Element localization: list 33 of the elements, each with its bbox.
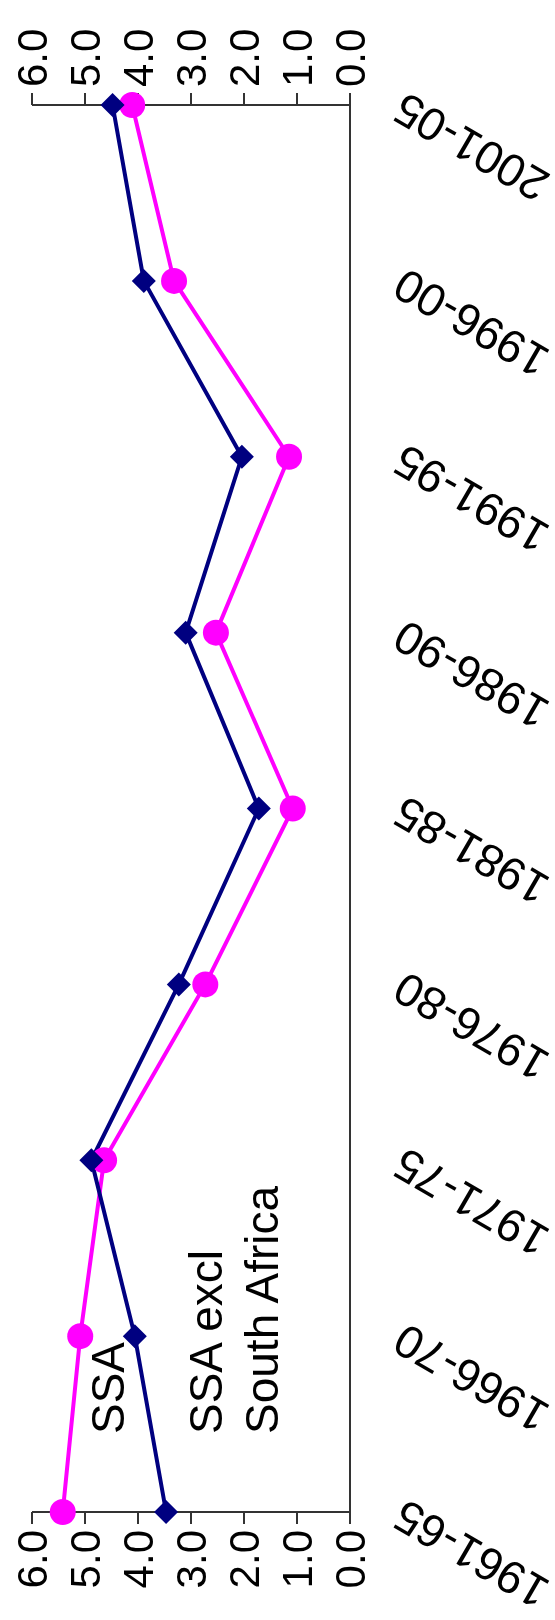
x2-tick-label: 6.0	[8, 28, 56, 87]
x-tick-label: 3.0	[167, 1530, 215, 1589]
point	[229, 444, 254, 469]
x2-tick-label: 5.0	[61, 28, 109, 87]
text: SSA	[81, 1340, 135, 1434]
text: SSA excl South Africa	[179, 1184, 289, 1434]
point	[161, 267, 188, 294]
point	[192, 971, 219, 998]
x-tick-label: 5.0	[61, 1530, 109, 1589]
x2-tick-label: 2.0	[220, 28, 268, 87]
x2-tick-label: 3.0	[167, 28, 215, 87]
x2-tick-label: 0.0	[326, 28, 374, 87]
point	[122, 1324, 147, 1349]
point	[173, 620, 198, 645]
point	[131, 268, 156, 293]
point	[119, 92, 146, 118]
point	[100, 93, 125, 117]
point	[49, 1499, 76, 1525]
point	[67, 1323, 94, 1350]
point	[246, 796, 271, 821]
x2-tick-label: 1.0	[273, 28, 321, 87]
x2-tick-label: 4.0	[114, 28, 162, 87]
point	[279, 795, 306, 822]
point	[202, 619, 229, 646]
point	[166, 972, 191, 997]
point	[79, 1148, 104, 1173]
x-tick-label: 1.0	[273, 1530, 321, 1589]
x-tick-label: 6.0	[8, 1530, 56, 1589]
x-tick-label: 2.0	[220, 1530, 268, 1589]
x-tick-label: 4.0	[114, 1530, 162, 1589]
x-tick-label: 0.0	[326, 1530, 374, 1589]
point	[154, 1500, 179, 1524]
point	[276, 443, 303, 470]
